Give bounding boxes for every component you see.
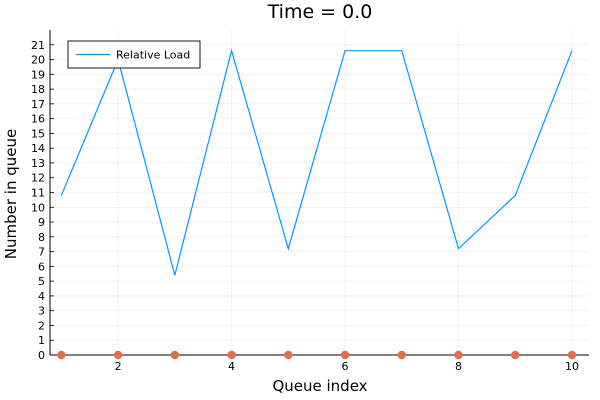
queue-point — [340, 350, 350, 360]
y-tick-label: 21 — [31, 39, 45, 52]
queue-point — [113, 350, 123, 360]
x-tick-label: 2 — [115, 360, 122, 373]
y-tick-label: 17 — [31, 98, 45, 111]
queue-point — [454, 350, 463, 360]
x-tick-label: 6 — [342, 360, 349, 373]
x-tick-label: 4 — [228, 360, 235, 373]
series-layer — [57, 48, 577, 360]
y-tick-label: 4 — [38, 290, 45, 303]
y-tick-label: 13 — [31, 157, 45, 170]
y-axis-title: Number in queue — [2, 129, 20, 259]
y-tick-label: 5 — [38, 275, 45, 288]
queue-point — [227, 350, 236, 360]
y-tick-label: 15 — [31, 127, 45, 140]
y-tick-label: 18 — [31, 83, 45, 96]
queue-point — [397, 350, 406, 360]
y-tick-label: 20 — [31, 54, 45, 67]
chart-title: Time = 0.0 — [267, 1, 373, 23]
x-tick-label: 10 — [565, 360, 579, 373]
queue-point — [57, 350, 66, 360]
legend-label-relative-load: Relative Load — [116, 49, 190, 62]
y-tick-label: 1 — [38, 334, 45, 347]
y-tick-label: 9 — [38, 216, 45, 229]
grid — [50, 30, 589, 356]
series-line-relative-load — [60, 48, 573, 276]
y-tick-label: 10 — [31, 201, 45, 214]
y-tick-label: 12 — [31, 172, 45, 185]
y-tick-label: 7 — [38, 246, 45, 259]
queue-point — [170, 350, 180, 360]
y-tick-label: 6 — [38, 260, 45, 273]
queue-point — [511, 350, 520, 360]
y-tick-label: 8 — [38, 231, 45, 244]
y-tick-label: 14 — [31, 142, 45, 155]
y-tick-label: 0 — [38, 349, 45, 362]
queue-point — [284, 350, 293, 360]
x-axis-title: Queue index — [272, 377, 367, 395]
queue-point — [567, 350, 577, 360]
y-tick-label: 3 — [38, 305, 45, 318]
x-tick-label: 8 — [455, 360, 462, 373]
y-tick-label: 2 — [38, 319, 45, 332]
y-tick-label: 19 — [31, 68, 45, 81]
y-tick-label: 11 — [31, 187, 45, 200]
x-axis-ticks: 2 4 6 8 10 — [115, 351, 579, 373]
y-tick-label: 16 — [31, 113, 45, 126]
legend: Relative Load — [67, 40, 201, 69]
